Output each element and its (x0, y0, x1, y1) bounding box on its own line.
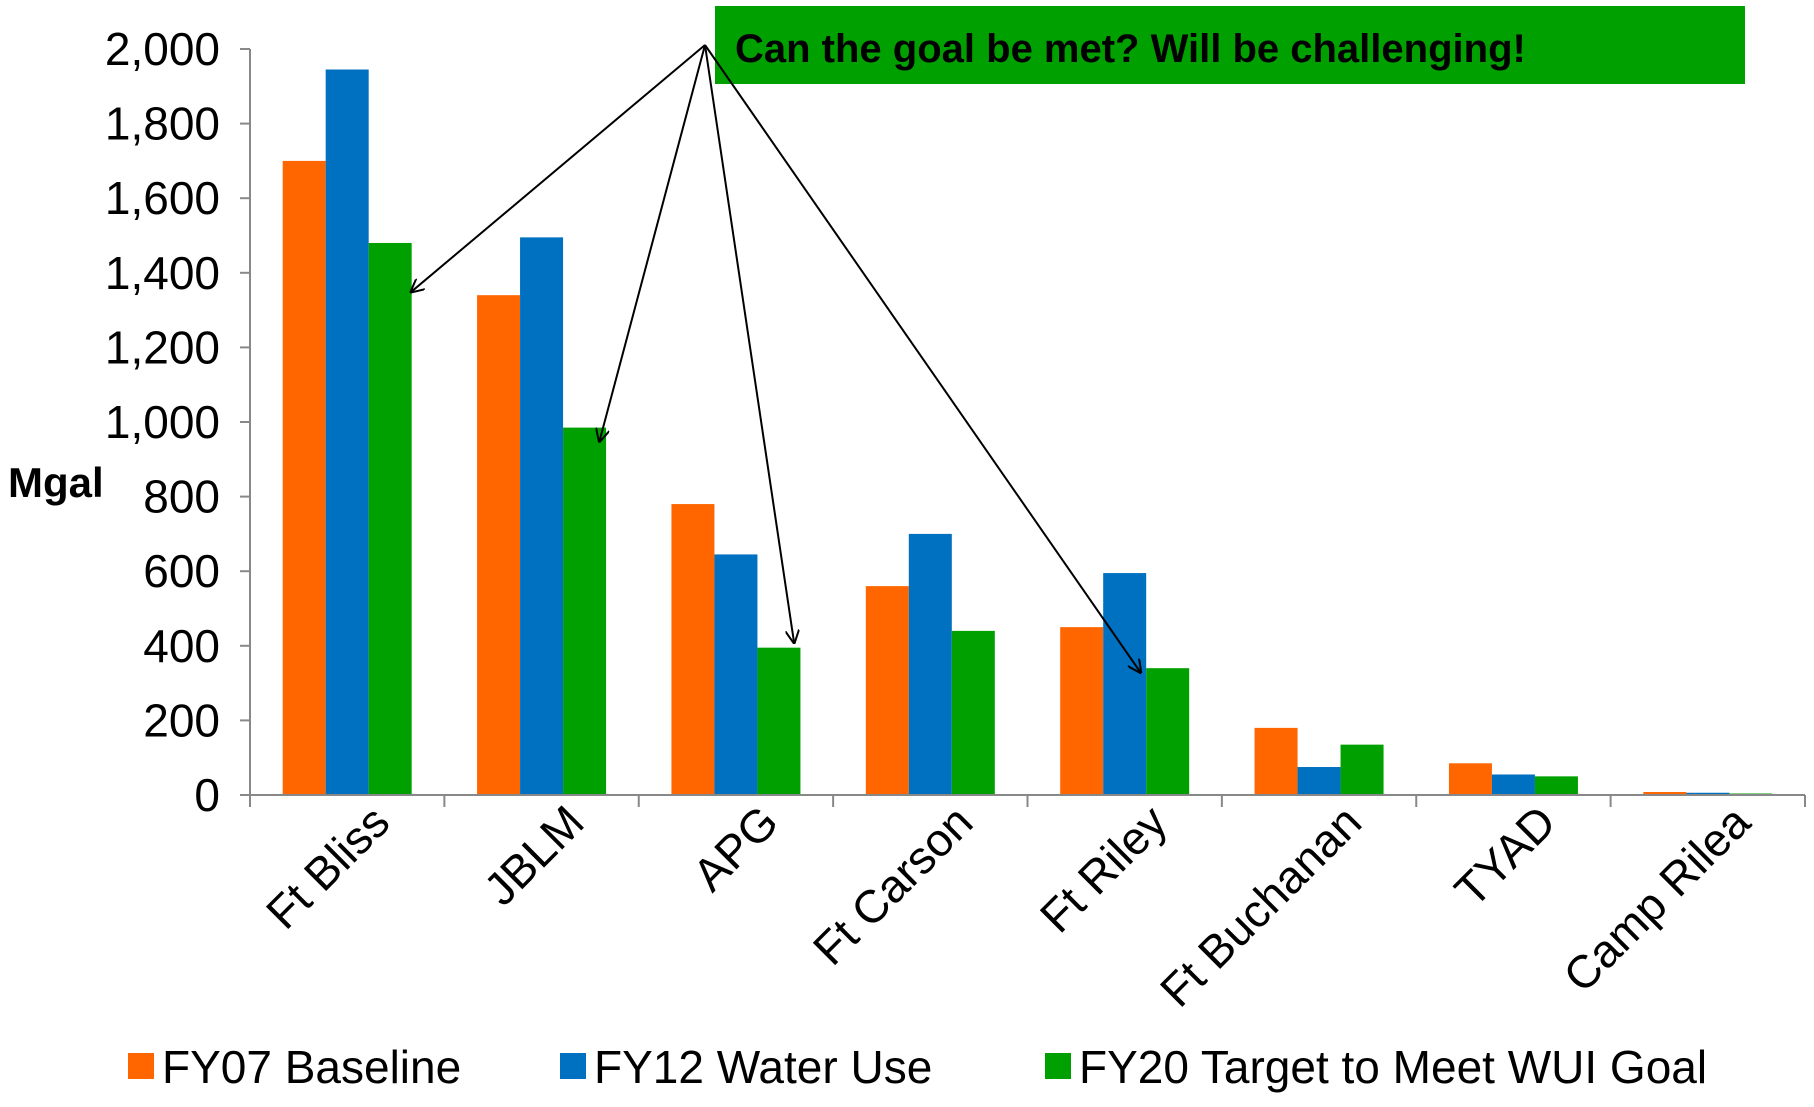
y-tick-label: 1,000 (105, 396, 220, 448)
legend-swatch (1045, 1053, 1071, 1079)
y-tick-label: 1,600 (105, 172, 220, 224)
category-label: Ft Carson (803, 795, 983, 975)
bar-fy12-water-use-ft-buchanan (1297, 767, 1341, 795)
bar-fy07-baseline-tyad (1448, 763, 1492, 795)
bar-fy12-water-use-ft-carson (908, 533, 952, 795)
y-axis-ticks: 0 200 400 600 800 1,000 1,200 1,400 1,600 1,800 2,… (105, 23, 250, 821)
bar-fy07-baseline-ft-riley (1060, 627, 1104, 795)
category-label: Camp Rilea (1553, 795, 1760, 1002)
bar-fy12-water-use-jblm (520, 237, 564, 796)
category-label: Ft Buchanan (1150, 795, 1371, 1016)
bar-fy12-water-use-camp-rilea (1686, 792, 1730, 795)
bar-fy12-water-use-apg (714, 554, 758, 795)
bar-fy20-target-to-meet-wui-goal-ft-carson (951, 630, 995, 795)
legend-label: FY07 Baseline (162, 1041, 461, 1093)
legend-swatch (560, 1053, 586, 1079)
y-axis-label: Mgal (8, 459, 104, 506)
callout-arrow (412, 44, 706, 291)
category-label: Ft Bliss (256, 795, 399, 938)
callout-arrow (704, 44, 1140, 672)
y-tick-label: 800 (143, 471, 220, 523)
y-tick-label: 1,800 (105, 98, 220, 150)
bar-fy07-baseline-apg (671, 504, 715, 795)
bar-fy20-target-to-meet-wui-goal-jblm (563, 427, 607, 795)
bar-fy20-target-to-meet-wui-goal-ft-riley (1146, 668, 1190, 795)
bar-fy12-water-use-tyad (1491, 774, 1535, 795)
x-axis (249, 794, 1806, 807)
callout-arrow (600, 44, 706, 441)
callout-arrows (412, 44, 1140, 672)
bar-fy12-water-use-ft-riley (1103, 573, 1147, 795)
bar-fy07-baseline-camp-rilea (1643, 792, 1687, 795)
bar-fy20-target-to-meet-wui-goal-ft-buchanan (1340, 744, 1384, 795)
category-label: APG (683, 795, 788, 900)
callout-arrow (704, 44, 794, 642)
y-tick-label: 600 (143, 545, 220, 597)
bar-fy07-baseline-ft-carson (865, 586, 909, 795)
callout-annotation: Can the goal be met? Will be challenging… (412, 6, 1745, 672)
bar-fy20-target-to-meet-wui-goal-tyad (1534, 776, 1578, 795)
bar-fy20-target-to-meet-wui-goal-ft-bliss (368, 242, 412, 795)
callout-text: Can the goal be met? Will be challenging… (735, 27, 1526, 71)
legend-label: FY12 Water Use (594, 1041, 932, 1093)
category-label: Ft Riley (1030, 795, 1177, 942)
y-tick-label: 1,400 (105, 247, 220, 299)
legend-swatch (128, 1053, 154, 1079)
bar-fy07-baseline-ft-bliss (282, 160, 326, 795)
bar-fy12-water-use-ft-bliss (325, 69, 369, 795)
y-tick-label: 0 (194, 769, 220, 821)
y-tick-label: 2,000 (105, 23, 220, 75)
y-tick-label: 200 (143, 694, 220, 746)
legend: FY07 Baseline FY12 Water Use FY20 Target t… (128, 1041, 1707, 1093)
legend-label: FY20 Target to Meet WUI Goal (1079, 1041, 1707, 1093)
bar-fy07-baseline-ft-buchanan (1254, 727, 1298, 795)
category-label: TYAD (1444, 795, 1565, 916)
y-tick-label: 1,200 (105, 321, 220, 373)
bar-series-group (282, 69, 1773, 796)
bar-fy20-target-to-meet-wui-goal-apg (757, 647, 801, 795)
callout-box (715, 6, 1745, 84)
bar-fy07-baseline-jblm (477, 295, 521, 795)
y-tick-label: 400 (143, 620, 220, 672)
category-label: JBLM (474, 795, 594, 915)
